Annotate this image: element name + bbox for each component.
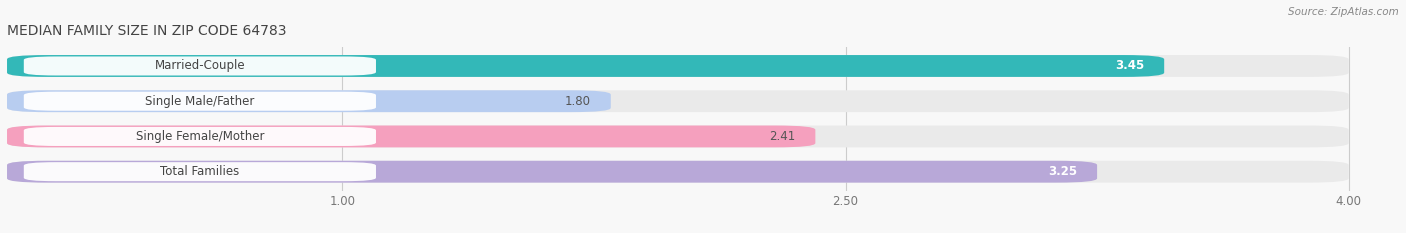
Text: 2.41: 2.41 — [769, 130, 796, 143]
FancyBboxPatch shape — [24, 162, 375, 181]
Text: Single Female/Mother: Single Female/Mother — [135, 130, 264, 143]
Text: 3.25: 3.25 — [1047, 165, 1077, 178]
FancyBboxPatch shape — [7, 55, 1164, 77]
Text: Married-Couple: Married-Couple — [155, 59, 245, 72]
FancyBboxPatch shape — [24, 92, 375, 111]
FancyBboxPatch shape — [7, 161, 1097, 183]
FancyBboxPatch shape — [7, 126, 815, 147]
Text: Single Male/Father: Single Male/Father — [145, 95, 254, 108]
Text: Source: ZipAtlas.com: Source: ZipAtlas.com — [1288, 7, 1399, 17]
Text: 1.80: 1.80 — [565, 95, 591, 108]
FancyBboxPatch shape — [7, 126, 1348, 147]
FancyBboxPatch shape — [7, 90, 610, 112]
Text: 3.45: 3.45 — [1115, 59, 1144, 72]
Text: Total Families: Total Families — [160, 165, 239, 178]
FancyBboxPatch shape — [7, 161, 1348, 183]
FancyBboxPatch shape — [7, 55, 1348, 77]
FancyBboxPatch shape — [24, 127, 375, 146]
FancyBboxPatch shape — [24, 56, 375, 75]
Text: MEDIAN FAMILY SIZE IN ZIP CODE 64783: MEDIAN FAMILY SIZE IN ZIP CODE 64783 — [7, 24, 287, 38]
FancyBboxPatch shape — [7, 90, 1348, 112]
